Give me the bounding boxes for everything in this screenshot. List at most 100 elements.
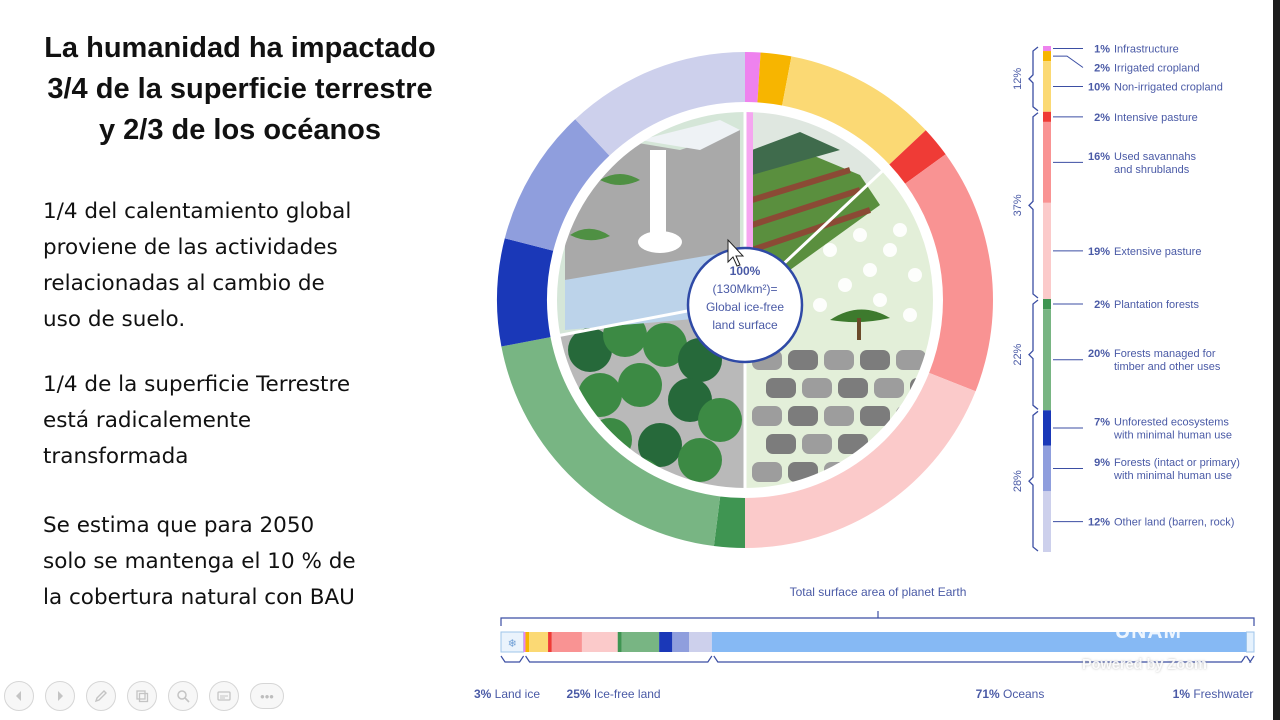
legend-label: Other land (barren, rock): [1114, 517, 1234, 529]
freshwater-bracket: [1245, 655, 1255, 663]
pie-slice-6: [713, 496, 745, 548]
group-bracket: [1028, 112, 1039, 299]
presentation-toolbar: •••: [4, 679, 284, 713]
prev-icon[interactable]: [4, 681, 34, 711]
earth-bar-pct: 3%: [474, 687, 495, 701]
paragraph-line: la cobertura natural con BAU: [43, 585, 355, 610]
paragraph-line: solo se mantenga el 10 % de: [43, 549, 356, 574]
earth-bar-name: Freshwater: [1193, 687, 1253, 701]
more-icon[interactable]: •••: [250, 683, 284, 709]
forest-tree: [678, 438, 722, 482]
earth-bar-pct: 25%: [567, 687, 594, 701]
earth-bar-land-3: [548, 632, 552, 652]
pie-slice-1: [757, 52, 792, 106]
mouse-cursor-icon: [727, 238, 745, 267]
legend-label: Unforested ecosystems: [1114, 417, 1229, 429]
savannah-flower: [813, 298, 827, 312]
paragraph-line: proviene de las actividades: [43, 235, 338, 260]
group-bracket: [1028, 46, 1039, 112]
legend-bar-segment-2: [1043, 61, 1051, 112]
stone: [824, 406, 854, 426]
stone: [860, 350, 890, 370]
waterfall-splash: [638, 231, 682, 253]
earth-bar-label: 3% Land ice: [474, 687, 540, 701]
savannah-flower: [903, 308, 917, 322]
earth-bar-title: Total surface area of planet Earth: [790, 585, 967, 599]
legend-pct: 20%: [1088, 348, 1110, 360]
legend-pct: 2%: [1094, 63, 1110, 75]
earth-bar-land-5: [581, 632, 618, 652]
paragraph-line: 1/4 del calentamiento global: [43, 199, 352, 224]
legend-bar-segment-0: [1043, 46, 1051, 52]
pie-slice-0: [745, 52, 761, 103]
legend-bar-segment-6: [1043, 299, 1051, 310]
stone: [824, 350, 854, 370]
earth-bar-label: 71% Oceans: [976, 687, 1045, 701]
cropland-hill: [752, 132, 840, 175]
earth-bar-pct: 1%: [1173, 687, 1194, 701]
stone: [766, 378, 796, 398]
zoom-watermark: Powered by Zoom: [1082, 657, 1207, 673]
legend-bar-segment-3: [1043, 111, 1051, 122]
legend-label: timber and other uses: [1114, 361, 1221, 373]
forest-tree: [643, 323, 687, 367]
legend-pct: 2%: [1094, 299, 1110, 311]
earth-bar-land-2: [529, 632, 549, 652]
legend-label: Forests (intact or primary): [1114, 457, 1240, 469]
forest-tree: [638, 423, 682, 467]
legend-pct: 2%: [1094, 112, 1110, 124]
mountain-shrubs: [570, 174, 640, 241]
cropland-scene: [746, 111, 880, 305]
savannah-flower: [893, 223, 907, 237]
slides-icon[interactable]: [127, 681, 157, 711]
mountain-snow: [640, 120, 740, 150]
legend-bar-segment-10: [1043, 491, 1051, 552]
paragraph-2050: Se estima que para 2050 solo se mantenga…: [43, 508, 463, 616]
stone: [766, 434, 796, 454]
center-badge: [686, 246, 804, 364]
earth-bar-land-8: [659, 632, 673, 652]
forest-tree: [578, 373, 622, 417]
zoom-icon[interactable]: [168, 681, 198, 711]
unam-watermark: UNAM: [1115, 620, 1182, 643]
savannah-flower: [908, 268, 922, 282]
legend-label: Non-irrigated cropland: [1114, 82, 1223, 94]
legend-label: Extensive pasture: [1114, 246, 1201, 258]
title-line: La humanidad ha impactado: [44, 32, 436, 64]
pie-slice-9: [504, 119, 610, 251]
subtitle-icon[interactable]: [209, 681, 239, 711]
ice-free-bracket: [525, 655, 713, 663]
savannah-flower: [823, 243, 837, 257]
next-icon[interactable]: [45, 681, 75, 711]
legend-pct: 9%: [1094, 457, 1110, 469]
paragraph-line: 1/4 de la superficie Terrestre: [43, 372, 351, 397]
title-line: 3/4 de la superficie terrestre: [47, 73, 433, 105]
stone: [788, 406, 818, 426]
earth-bar-land-6: [617, 632, 622, 652]
legend-pct: 19%: [1088, 246, 1110, 258]
pie-slice-7: [501, 337, 721, 547]
center-label-line: Global ice-free: [706, 300, 784, 314]
stone: [874, 378, 904, 398]
legend-leader-line: [1053, 55, 1084, 68]
legend-label: with minimal human use: [1113, 430, 1232, 442]
center-label-line: land surface: [712, 318, 778, 332]
earth-bar-land-7: [621, 632, 660, 652]
pie-slice-2: [782, 56, 926, 165]
earth-bar-oceans: [711, 632, 1247, 652]
legend-pct: 10%: [1088, 82, 1110, 94]
legend-label: Plantation forests: [1114, 299, 1199, 311]
group-label: 12%: [1012, 68, 1024, 90]
cropland-field: [752, 150, 880, 280]
group-label: 28%: [1012, 470, 1024, 492]
savannah-flower: [873, 293, 887, 307]
earth-bar-land-10: [689, 632, 712, 652]
pie-slice-5: [745, 372, 976, 548]
legend-bar-segment-8: [1043, 410, 1051, 446]
savannah-flower: [883, 243, 897, 257]
legend-label: and shrublands: [1114, 164, 1190, 176]
group-bracket: [1028, 299, 1039, 410]
pen-icon[interactable]: [86, 681, 116, 711]
stone: [788, 350, 818, 370]
